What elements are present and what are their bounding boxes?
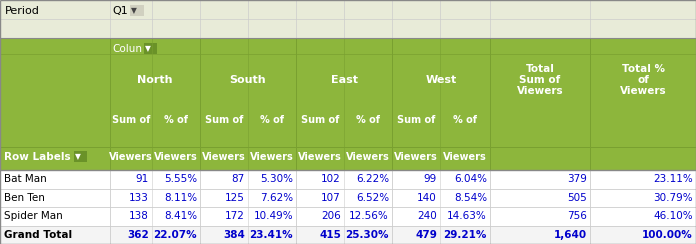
Text: % of: % of <box>260 115 284 125</box>
Text: 12.56%: 12.56% <box>349 211 389 221</box>
Text: % of: % of <box>453 115 477 125</box>
Text: 6.22%: 6.22% <box>356 174 389 184</box>
Text: 99: 99 <box>424 174 437 184</box>
Text: 7.62%: 7.62% <box>260 193 293 203</box>
Text: 8.54%: 8.54% <box>454 193 487 203</box>
Text: 23.11%: 23.11% <box>654 174 693 184</box>
Text: ▼: ▼ <box>75 152 81 162</box>
Text: 240: 240 <box>417 211 437 221</box>
Text: 23.41%: 23.41% <box>249 230 293 240</box>
Text: 133: 133 <box>129 193 149 203</box>
Text: Spider Man: Spider Man <box>4 211 63 221</box>
Bar <box>0 170 696 244</box>
Bar <box>0 0 696 38</box>
Text: 29.21%: 29.21% <box>443 230 487 240</box>
Text: North: North <box>137 75 173 85</box>
Text: 25.30%: 25.30% <box>345 230 389 240</box>
Text: ▼: ▼ <box>145 44 151 53</box>
Text: 172: 172 <box>225 211 245 221</box>
Text: 415: 415 <box>319 230 341 240</box>
Bar <box>0 225 696 244</box>
Text: Sum of: Sum of <box>112 115 150 125</box>
Text: 384: 384 <box>223 230 245 240</box>
Text: Viewers: Viewers <box>443 152 487 162</box>
Text: Viewers: Viewers <box>346 152 390 162</box>
Bar <box>144 43 157 54</box>
Text: Viewers: Viewers <box>619 86 666 96</box>
Text: 6.52%: 6.52% <box>356 193 389 203</box>
Text: of: of <box>637 75 649 85</box>
Text: 6.04%: 6.04% <box>454 174 487 184</box>
Text: West: West <box>425 75 457 85</box>
Text: 8.11%: 8.11% <box>164 193 197 203</box>
Text: 140: 140 <box>417 193 437 203</box>
Bar <box>130 5 144 16</box>
Text: 505: 505 <box>567 193 587 203</box>
Text: 1,640: 1,640 <box>554 230 587 240</box>
Text: 14.63%: 14.63% <box>448 211 487 221</box>
Text: Sum of: Sum of <box>519 75 560 85</box>
Text: Viewers: Viewers <box>202 152 246 162</box>
Text: 8.41%: 8.41% <box>164 211 197 221</box>
Text: 125: 125 <box>225 193 245 203</box>
Bar <box>74 151 87 162</box>
Text: Viewers: Viewers <box>109 152 153 162</box>
Text: Total: Total <box>525 64 555 74</box>
Text: Sum of: Sum of <box>301 115 339 125</box>
Text: Ben Ten: Ben Ten <box>4 193 45 203</box>
Text: Colun: Colun <box>112 44 142 54</box>
Text: 102: 102 <box>322 174 341 184</box>
Text: Viewers: Viewers <box>250 152 294 162</box>
Text: Sum of: Sum of <box>397 115 435 125</box>
Text: Viewers: Viewers <box>154 152 198 162</box>
Text: 46.10%: 46.10% <box>654 211 693 221</box>
Text: Grand Total: Grand Total <box>4 230 72 240</box>
Text: 10.49%: 10.49% <box>253 211 293 221</box>
Text: ▼: ▼ <box>131 6 137 15</box>
Text: Viewers: Viewers <box>298 152 342 162</box>
Text: 100.00%: 100.00% <box>642 230 693 240</box>
Text: 91: 91 <box>136 174 149 184</box>
Text: Q1: Q1 <box>112 6 128 16</box>
Text: 22.07%: 22.07% <box>153 230 197 240</box>
Text: 87: 87 <box>232 174 245 184</box>
Text: 138: 138 <box>129 211 149 221</box>
Text: Bat Man: Bat Man <box>4 174 47 184</box>
Text: Row Labels: Row Labels <box>4 152 70 162</box>
Text: 362: 362 <box>127 230 149 240</box>
Text: 379: 379 <box>567 174 587 184</box>
Text: % of: % of <box>356 115 380 125</box>
Text: Total %: Total % <box>622 64 665 74</box>
Text: 5.55%: 5.55% <box>164 174 197 184</box>
Text: 206: 206 <box>322 211 341 221</box>
Text: % of: % of <box>164 115 188 125</box>
Text: Sum of: Sum of <box>205 115 243 125</box>
Text: 107: 107 <box>322 193 341 203</box>
Text: 479: 479 <box>415 230 437 240</box>
Text: South: South <box>230 75 267 85</box>
Text: 5.30%: 5.30% <box>260 174 293 184</box>
Text: 756: 756 <box>567 211 587 221</box>
Bar <box>0 38 696 170</box>
Text: East: East <box>331 75 358 85</box>
Text: Viewers: Viewers <box>516 86 563 96</box>
Text: Period: Period <box>5 6 40 16</box>
Text: Viewers: Viewers <box>394 152 438 162</box>
Text: 30.79%: 30.79% <box>654 193 693 203</box>
